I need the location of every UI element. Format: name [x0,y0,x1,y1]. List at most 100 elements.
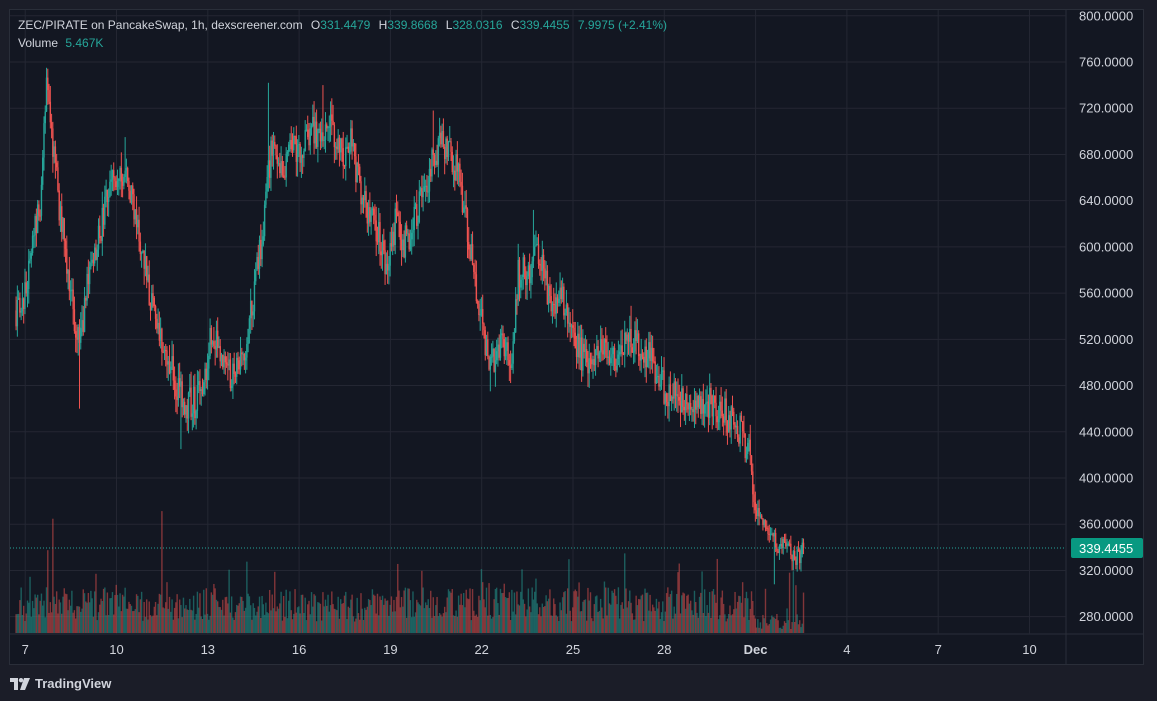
volume-bar [672,618,674,633]
candle-body [556,297,559,303]
candle-body [731,406,734,412]
candle-body [310,125,313,129]
candle-body [693,400,696,413]
candle [521,274,523,291]
candle [62,216,64,240]
candle [504,337,507,361]
price-axis[interactable]: 800.0000760.0000720.0000680.0000640.0000… [1079,8,1133,624]
volume-bar [793,622,796,633]
candle [735,414,738,434]
volume-bar [138,612,140,633]
volume-bar [698,596,701,633]
candle-body [729,415,731,430]
volume-bar [62,596,64,633]
candle [241,347,243,367]
candle-body [261,244,263,260]
candle [502,325,504,348]
candle-body [20,311,22,313]
volume-bar [228,569,230,633]
price-tick-label: 600.0000 [1079,239,1133,254]
volume-bar [715,602,717,633]
candle [792,549,795,571]
candle [624,320,626,368]
candle [688,394,691,422]
candle [380,242,382,269]
candle-body [133,194,135,220]
candle [121,173,124,198]
close-value: 339.4455 [519,18,570,32]
volume-bar [144,616,147,633]
volume-bar [25,613,27,633]
candle [398,210,400,238]
candle [497,337,499,367]
volume-bar [432,597,434,633]
candle [759,512,762,519]
candle-body [773,532,776,537]
volume-bar [507,597,509,633]
candle [196,370,199,419]
volume-bar [217,601,219,633]
candle [161,327,163,366]
tradingview-logo-icon [10,677,30,690]
candle [366,202,369,233]
candle-body [153,297,155,307]
volume-bar [594,596,597,633]
candle [433,153,436,175]
time-axis[interactable]: 7 10 13 16 19 22 25 28 Dec 4 7 10 [22,642,1037,657]
candle [487,331,489,360]
candle [97,218,100,257]
candle-body [148,274,150,306]
candle-body [730,406,732,430]
candle [228,352,230,371]
candle [790,535,792,560]
candle-body [220,355,223,362]
volume-bar [435,605,437,633]
tradingview-brand[interactable]: TradingView [10,676,111,691]
volume-bar [741,582,744,633]
volume-bar [163,608,166,633]
volume-bar [657,608,659,633]
candle-body [726,420,729,433]
volume-bar [38,614,40,633]
volume-bar [333,608,336,633]
candle-body [678,396,680,401]
volume-bar [180,605,182,633]
candlesticks[interactable] [15,67,805,585]
candle [400,224,403,266]
candle [386,250,389,284]
candle [599,325,602,363]
candle [119,165,121,190]
candle [393,222,395,251]
candle-body [480,309,483,315]
symbol-title[interactable]: ZEC/PIRATE on PancakeSwap, 1h, dexscreen… [18,18,303,32]
volume-bar [290,610,292,633]
candle-body [351,128,353,147]
time-tick-label: 13 [201,642,215,657]
candle [162,342,164,354]
volume-bar [209,615,211,633]
candle [531,256,533,285]
candle [523,254,526,280]
candle-body [554,304,556,314]
volume-bar [466,598,469,633]
candle [361,194,363,214]
candle-body [799,550,801,564]
candle [601,328,603,362]
volume-bar [631,613,634,633]
volume-bar [550,615,552,633]
volume-bar [347,606,350,633]
candle-body [720,401,722,411]
candle-body [757,508,759,517]
volume-bar [105,615,107,633]
volume-bar [96,620,98,633]
candle-body [194,386,196,419]
volume-bar [119,593,121,633]
volume-bar [686,595,688,633]
volume-bar [695,602,697,633]
volume-bar [482,582,484,633]
candle [743,415,745,438]
volume-bar [591,618,593,633]
candle-body [176,396,178,401]
volume-bar [470,620,473,633]
